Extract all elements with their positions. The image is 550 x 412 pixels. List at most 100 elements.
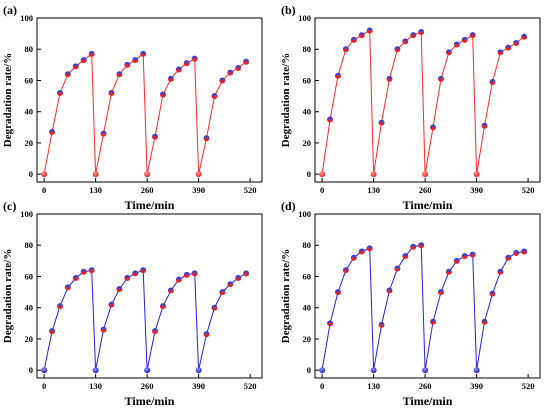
- data-point-start: [41, 367, 48, 374]
- y-tick-label: 100: [298, 13, 311, 23]
- data-point: [227, 281, 234, 288]
- y-tick-label: 80: [303, 240, 312, 250]
- data-point: [513, 39, 520, 46]
- data-point: [358, 32, 365, 39]
- data-point: [211, 93, 218, 100]
- data-point: [410, 243, 417, 250]
- data-point: [489, 290, 496, 297]
- data-point: [461, 253, 468, 260]
- data-point: [327, 320, 334, 327]
- data-point: [334, 72, 341, 79]
- data-point: [366, 27, 373, 34]
- data-point: [132, 270, 139, 277]
- y-tick-label: 60: [303, 75, 312, 85]
- data-point: [64, 284, 71, 291]
- y-tick-label: 40: [25, 107, 34, 117]
- x-tick-label: 520: [522, 185, 535, 195]
- x-tick-label: 260: [419, 381, 432, 391]
- data-point: [100, 326, 107, 333]
- data-point: [437, 75, 444, 82]
- data-point: [88, 50, 95, 57]
- data-point: [88, 267, 95, 274]
- plot-frame: [314, 17, 541, 183]
- plot-frame: [314, 213, 541, 379]
- data-point: [167, 287, 174, 294]
- series-line: [321, 244, 525, 371]
- data-point: [124, 275, 131, 282]
- data-point: [116, 71, 123, 78]
- data-point: [80, 268, 87, 275]
- data-point: [152, 133, 159, 140]
- y-tick-label: 80: [303, 44, 312, 54]
- y-axis-label: Degradation rate/%: [2, 249, 14, 343]
- y-tick-label: 0: [307, 365, 311, 375]
- chart-panel: (c) 0 20 40 60 80 100 0 130 260 390 520 Time/min Degr…: [2, 199, 263, 408]
- data-point: [203, 135, 210, 142]
- x-tick-label: 520: [522, 381, 535, 391]
- y-tick-label: 0: [29, 169, 33, 179]
- x-tick-label: 130: [367, 381, 380, 391]
- data-point-start: [370, 367, 377, 374]
- data-point-start: [319, 171, 326, 178]
- x-axis-label: Time/min: [125, 394, 175, 408]
- panel-label: (d): [281, 199, 296, 213]
- data-point: [334, 289, 341, 296]
- panel-label: (b): [281, 3, 296, 17]
- x-tick-label: 260: [141, 185, 154, 195]
- data-point: [80, 57, 87, 64]
- chart-panel: (d) 0 20 40 60 80 100 0 130 260 390 520 Time/min Degr…: [280, 199, 541, 408]
- data-point: [159, 303, 166, 310]
- x-tick-label: 390: [192, 185, 205, 195]
- y-tick-label: 40: [303, 107, 312, 117]
- x-axis-label: Time/min: [403, 394, 453, 408]
- y-tick-label: 20: [303, 334, 312, 344]
- y-axis-label: Degradation rate/%: [280, 249, 292, 343]
- data-point: [481, 122, 488, 129]
- data-point: [410, 32, 417, 39]
- data-point: [49, 328, 56, 335]
- data-point: [175, 66, 182, 73]
- x-axis-label: Time/min: [403, 198, 453, 212]
- data-point-start: [92, 171, 99, 178]
- x-tick-label: 0: [320, 381, 324, 391]
- y-tick-label: 0: [307, 169, 311, 179]
- x-tick-label: 130: [367, 185, 380, 195]
- data-point: [445, 49, 452, 56]
- x-tick-label: 390: [470, 185, 483, 195]
- data-point: [243, 270, 250, 277]
- data-point-start: [195, 367, 202, 374]
- y-tick-label: 100: [20, 13, 33, 23]
- x-tick-label: 520: [244, 381, 257, 391]
- data-point: [453, 257, 460, 264]
- x-tick-label: 0: [320, 185, 324, 195]
- x-tick-label: 260: [419, 185, 432, 195]
- x-tick-label: 130: [89, 185, 102, 195]
- chart-panel: (b) 0 20 40 60 80 100 0 130 260 390 520 Time/min Degr…: [280, 3, 541, 212]
- x-tick-label: 520: [244, 185, 257, 195]
- x-tick-label: 390: [192, 381, 205, 391]
- x-tick-label: 0: [42, 381, 46, 391]
- data-point-start: [473, 171, 480, 178]
- series-line: [43, 269, 247, 371]
- y-tick-label: 40: [303, 303, 312, 313]
- data-point: [342, 46, 349, 53]
- data-point: [461, 36, 468, 43]
- y-tick-label: 100: [20, 209, 33, 219]
- data-point: [394, 265, 401, 272]
- data-point-start: [92, 367, 99, 374]
- panel-label: (a): [3, 3, 17, 17]
- data-point: [243, 58, 250, 65]
- x-tick-label: 130: [89, 381, 102, 391]
- data-point: [72, 63, 79, 70]
- data-point: [56, 89, 63, 96]
- series-line: [321, 29, 525, 175]
- x-tick-label: 0: [42, 185, 46, 195]
- data-point: [191, 55, 198, 62]
- data-point-start: [144, 367, 151, 374]
- data-point: [453, 41, 460, 48]
- data-point: [386, 287, 393, 294]
- data-point: [418, 29, 425, 36]
- data-point: [445, 268, 452, 275]
- data-point-start: [422, 171, 429, 178]
